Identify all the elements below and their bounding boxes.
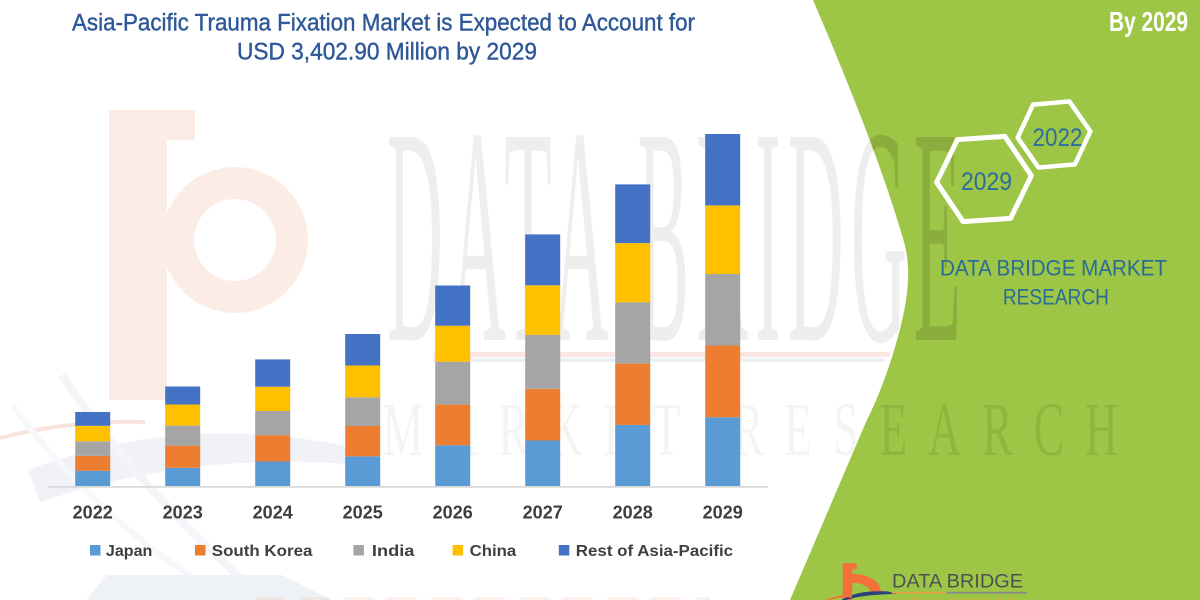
svg-text:Rest of Asia-Pacific: Rest of Asia-Pacific (576, 543, 733, 560)
svg-text:2024: 2024 (253, 503, 293, 523)
svg-text:Japan: Japan (106, 543, 152, 560)
svg-text:2027: 2027 (523, 503, 563, 523)
svg-text:India: India (372, 543, 415, 560)
svg-text:MARKET RESEARCH: MARKET RESEARCH (383, 387, 1139, 472)
svg-text:2025: 2025 (343, 503, 383, 523)
svg-text:2026: 2026 (433, 503, 473, 523)
svg-text:DATA BRIDGE: DATA BRIDGE (892, 571, 1023, 592)
svg-text:2028: 2028 (613, 503, 653, 523)
svg-text:2023: 2023 (163, 503, 203, 523)
svg-text:South Korea: South Korea (212, 543, 313, 560)
svg-text:RESEARCH: RESEARCH (1003, 285, 1109, 310)
svg-text:USD 3,402.90 Million by 2029: USD 3,402.90 Million by 2029 (237, 39, 537, 66)
svg-text:DATA BRIDGE MARKET: DATA BRIDGE MARKET (940, 255, 1167, 280)
svg-text:2022: 2022 (1033, 124, 1083, 152)
svg-text:DATA BRIDGE: DATA BRIDGE (387, 64, 968, 407)
svg-text:By 2029: By 2029 (1109, 6, 1188, 37)
svg-text:Asia-Pacific Trauma Fixation M: Asia-Pacific Trauma Fixation Market is E… (72, 10, 695, 37)
svg-text:2029: 2029 (961, 168, 1012, 196)
svg-text:China: China (470, 543, 517, 560)
svg-text:2029: 2029 (703, 503, 743, 523)
svg-text:2022: 2022 (73, 503, 113, 523)
svg-text:MARKET RESEARCH: MARKET RESEARCH (892, 598, 1025, 600)
